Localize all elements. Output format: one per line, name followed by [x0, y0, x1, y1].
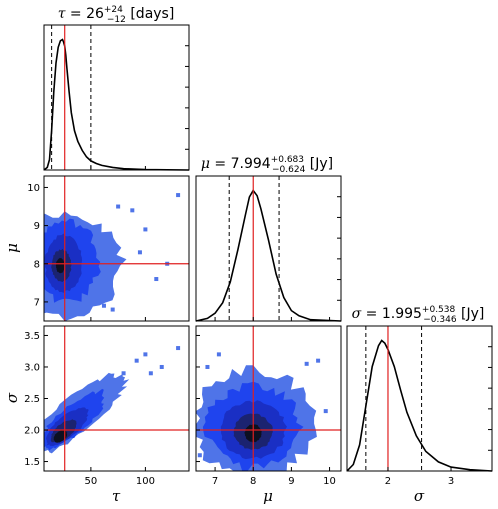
outlier-point: [323, 409, 328, 414]
x-tick-label-mu: 7: [212, 476, 218, 487]
axes-frame: [43, 175, 190, 322]
y-tick-label-mu: 10: [27, 183, 40, 194]
title-tau-sub: −12: [107, 15, 126, 25]
axes-frame: [346, 325, 493, 472]
title-mu-sup: +0.683: [271, 155, 304, 165]
outlier-point: [116, 204, 121, 209]
joint-tau-mu: [44, 176, 189, 321]
title-tau-sup: +24: [104, 5, 123, 15]
xlabel-mu: μ: [263, 487, 273, 505]
y-tick-label-mu: 9: [34, 221, 40, 232]
marginal-curve-tau: [43, 38, 190, 171]
outlier-point: [110, 307, 115, 312]
x-tick-label-tau: 100: [136, 476, 155, 487]
axes-frame: [195, 175, 342, 322]
title-tau-symbol: τ: [58, 6, 66, 22]
outlier-point: [205, 364, 210, 369]
density-contour-level-4: [53, 430, 68, 443]
outlier-point: [121, 371, 126, 376]
marginal-curve-sigma: [346, 339, 493, 472]
outlier-point: [154, 277, 159, 282]
outlier-point: [176, 346, 181, 351]
joint-tau-sigma: [44, 326, 189, 471]
outlier-point: [143, 227, 148, 232]
y-tick-label-sigma: 3.5: [24, 331, 40, 342]
title-sigma-sup: +0.538: [422, 305, 456, 315]
x-tick-label-mu: 9: [288, 476, 294, 487]
density-contour-level-4: [55, 257, 65, 274]
x-tick-label-sigma: 3: [448, 476, 454, 487]
x-tick-label-tau: 50: [85, 476, 98, 487]
y-tick-label-mu: 7: [34, 297, 40, 308]
x-tick-label-mu: 10: [323, 476, 336, 487]
title-tau-value: = 26: [65, 6, 104, 22]
title-mu: μ = 7.994+0.683 −0.624 [Jy]: [201, 155, 333, 175]
xlabel-sigma: σ: [414, 487, 425, 505]
y-tick-label-sigma: 3.0: [24, 362, 40, 373]
outlier-point: [101, 303, 106, 308]
x-tick-label-mu: 8: [250, 476, 256, 487]
axes-frames-layer: [43, 24, 493, 472]
y-tick-label-mu: 8: [34, 259, 40, 270]
title-mu-sub: −0.624: [272, 165, 306, 175]
title-mu-value: = 7.994: [210, 156, 271, 172]
outlier-point: [143, 352, 148, 357]
outlier-point: [197, 453, 202, 458]
outlier-point: [316, 358, 321, 363]
ticks-layer: 50 100 7 8 9 10 2 3 7 8 9 10 1.5 2.0 2.5 3.0 3.5: [24, 45, 492, 487]
title-sigma-symbol: σ: [352, 306, 362, 322]
outlier-point: [216, 352, 221, 357]
xlabel-tau: τ: [112, 487, 121, 505]
y-tick-label-sigma: 2.5: [24, 394, 40, 405]
outlier-point: [159, 364, 164, 369]
outlier-point: [148, 371, 153, 376]
outlier-point: [134, 358, 139, 363]
lines-layer: [43, 25, 493, 472]
outlier-point: [176, 193, 181, 198]
outlier-point: [304, 361, 309, 366]
ylabel-sigma: σ: [3, 392, 21, 403]
y-tick-label-sigma: 1.5: [24, 457, 40, 468]
joint-density-layer: [44, 176, 341, 471]
y-tick-label-sigma: 2.0: [24, 426, 40, 437]
title-tau-unit: [days]: [126, 6, 174, 22]
title-tau: τ = 26+24 −12 [days]: [58, 5, 175, 25]
x-tick-label-sigma: 2: [385, 476, 391, 487]
title-sigma: σ = 1.995+0.538 −0.346 [Jy]: [352, 305, 485, 325]
title-sigma-unit: [Jy]: [457, 306, 485, 322]
axes-frame: [43, 24, 190, 171]
title-sigma-value: = 1.995: [361, 306, 422, 322]
ylabel-mu: μ: [3, 243, 21, 253]
marginal-curve-mu: [195, 189, 342, 322]
title-mu-unit: [Jy]: [305, 156, 333, 172]
title-mu-symbol: μ: [201, 156, 210, 172]
outlier-point: [137, 250, 142, 255]
title-sigma-sub: −0.346: [423, 315, 457, 325]
outlier-point: [130, 208, 135, 213]
joint-mu-sigma: [196, 326, 341, 471]
